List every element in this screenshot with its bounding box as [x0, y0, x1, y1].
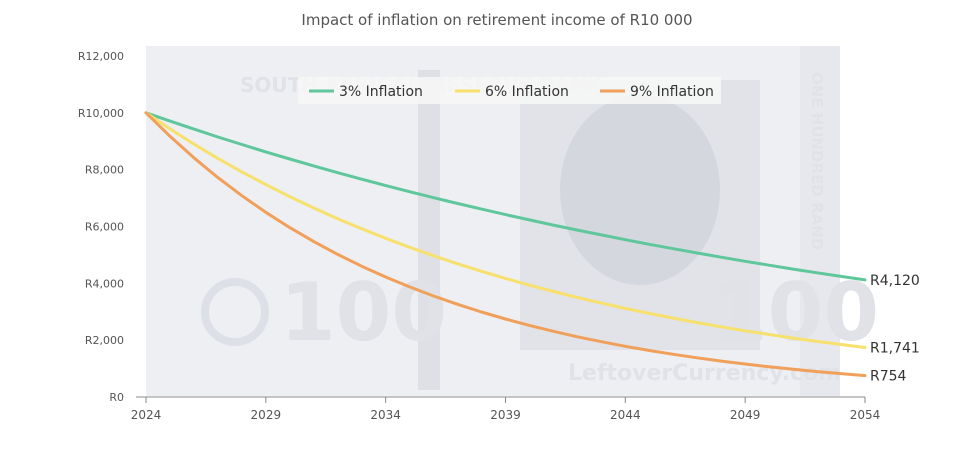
watermark-side: ONE HUNDRED RAND	[808, 72, 826, 250]
x-tick-label: 2044	[610, 408, 641, 422]
portrait-icon	[560, 95, 720, 285]
y-tick-label: R0	[109, 391, 124, 404]
series-lines	[144, 111, 867, 378]
x-tick-label: 2029	[251, 408, 282, 422]
legend-label: 6% Inflation	[485, 84, 569, 100]
legend: 3% Inflation 6% Inflation 9% Inflation	[298, 77, 721, 104]
series-line-1	[144, 111, 867, 282]
y-tick-label: R6,000	[85, 221, 124, 234]
axes: R0 R2,000 R4,000 R6,000 R8,000 R10,000 R12,000…	[78, 50, 880, 422]
watermark-denomination-left: 100	[280, 266, 447, 359]
x-tick-label: 2039	[490, 408, 521, 422]
x-tick-label: 2054	[850, 408, 881, 422]
end-labels: R4,120 R1,741 R754	[870, 273, 920, 385]
seal-icon	[201, 278, 269, 346]
banknote-side-panel	[800, 46, 840, 396]
series-line-2	[144, 111, 867, 349]
series-line-3	[144, 111, 867, 378]
y-tick-label: R4,000	[85, 277, 124, 290]
x-tick-label: 2024	[131, 408, 162, 422]
y-tick-label: R12,000	[78, 50, 124, 63]
y-tick-label: R2,000	[85, 334, 124, 347]
legend-label: 9% Inflation	[630, 84, 714, 100]
banknote-stripe	[418, 70, 440, 390]
x-tick-label: 2034	[370, 408, 401, 422]
y-tick-label: R8,000	[85, 164, 124, 177]
legend-label: 3% Inflation	[339, 84, 423, 100]
watermark-denomination-right: 100	[712, 266, 879, 359]
end-value-label: R4,120	[870, 273, 920, 289]
watermark-site: LeftoverCurrency.com	[568, 361, 841, 386]
y-tick-label: R10,000	[78, 107, 124, 120]
banknote-watermark: SOUTH AFRICAN RESERVE BANK ONE HUNDRED R…	[146, 46, 879, 396]
x-tick-label: 2049	[730, 408, 761, 422]
chart-title: Impact of inflation on retirement income…	[301, 11, 692, 29]
legend-background	[298, 77, 721, 104]
end-value-label: R1,741	[870, 341, 920, 357]
end-value-label: R754	[870, 369, 907, 385]
